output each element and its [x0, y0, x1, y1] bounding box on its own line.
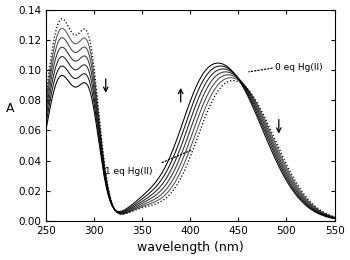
Text: 0 eq Hg(II): 0 eq Hg(II) [275, 63, 323, 72]
Text: .1 eq Hg(II): .1 eq Hg(II) [102, 167, 152, 176]
X-axis label: wavelength (nm): wavelength (nm) [137, 242, 244, 255]
Y-axis label: A: A [6, 102, 14, 115]
